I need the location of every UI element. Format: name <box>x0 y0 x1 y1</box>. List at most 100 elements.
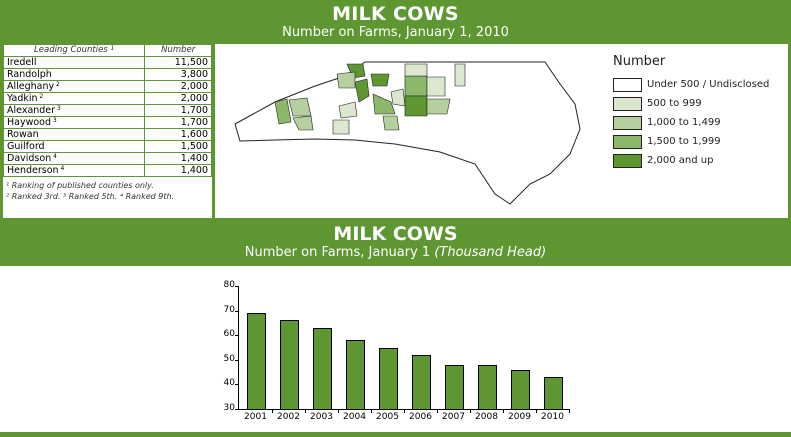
plot-area: 30 40 50 60 70 80 2001 2002 2003 2004 2005 2006 2007… <box>224 280 570 422</box>
county-number: 1,500 <box>144 140 212 153</box>
legend-item: 1,000 to 1,499 <box>613 113 769 132</box>
legend-label: Under 500 / Undisclosed <box>647 79 770 90</box>
y-tick-mark <box>235 409 239 410</box>
legend-swatch <box>613 115 642 130</box>
legend-title: Number <box>613 54 666 69</box>
county-number: 1,600 <box>144 128 212 141</box>
table-row: Haywood 3 1,700 <box>2 116 212 129</box>
nc-map-svg <box>234 61 581 205</box>
bar-2002 <box>280 320 299 409</box>
county-number: 1,700 <box>144 104 212 117</box>
bottom-bar <box>0 432 791 437</box>
legend-item: 500 to 999 <box>613 94 769 113</box>
x-tick-mark <box>305 409 306 413</box>
bar-2007 <box>445 364 464 409</box>
county-name: Rowan <box>2 128 146 141</box>
county-name: Haywood 3 <box>2 116 146 129</box>
county-name: Henderson 4 <box>2 164 146 177</box>
x-tick-mark <box>569 409 570 413</box>
x-tick-label: 2010 <box>541 412 564 422</box>
y-tick-mark <box>235 310 239 312</box>
legend-label: 2,000 and up <box>647 155 714 166</box>
county-name: Iredell <box>2 56 146 69</box>
bar-2005 <box>379 347 398 409</box>
y-tick-label: 30 <box>223 403 235 413</box>
legend-item: Under 500 / Undisclosed <box>613 75 769 94</box>
legend-swatch <box>613 153 642 168</box>
bar-2003 <box>313 327 332 409</box>
y-tick-mark <box>235 286 239 287</box>
top-header: MILK COWS Number on Farms, January 1, 20… <box>0 0 791 44</box>
legend-label: 1,000 to 1,499 <box>647 117 721 128</box>
table-row: Davidson 4 1,400 <box>2 152 212 165</box>
x-tick-label: 2004 <box>343 412 366 422</box>
x-tick-mark <box>371 409 372 413</box>
table-row: Henderson 4 1,400 <box>2 164 212 177</box>
bottom-title: MILK COWS <box>333 223 458 245</box>
x-tick-label: 2008 <box>475 412 498 422</box>
county-number: 2,000 <box>144 92 212 105</box>
y-tick-label: 80 <box>223 280 235 290</box>
x-tick-label: 2001 <box>244 412 267 422</box>
col-header-number: Number <box>144 44 212 57</box>
top-subtitle: Number on Farms, January 1, 2010 <box>282 25 509 40</box>
legend-swatch <box>613 134 642 149</box>
x-tick-mark <box>503 409 504 413</box>
bottom-subtitle: Number on Farms, January 1 (Thousand Hea… <box>244 245 547 260</box>
y-tick-label: 50 <box>223 353 235 364</box>
bar-chart: 30 40 50 60 70 80 2001 2002 2003 2004 2005 2006 2007… <box>0 266 791 432</box>
y-tick-label: 60 <box>223 329 235 340</box>
bar-2008 <box>478 364 497 409</box>
bar-2010 <box>544 377 563 409</box>
y-tick-label: 40 <box>223 378 235 389</box>
y-tick-label: 70 <box>223 304 235 315</box>
y-tick-mark <box>235 335 239 337</box>
bar-2009 <box>511 369 530 409</box>
county-panel: Leading Counties 1 Number Iredell 11,500 R… <box>0 44 791 220</box>
county-number: 11,500 <box>144 56 212 69</box>
county-number: 3,800 <box>144 68 212 81</box>
bar-2001 <box>247 313 266 409</box>
county-name: Alleghany 2 <box>2 80 146 93</box>
x-tick-mark <box>272 409 273 413</box>
table-row: Yadkin 2 2,000 <box>2 92 212 105</box>
table-footnotes: ¹ Ranking of published counties only. ² … <box>3 177 212 205</box>
x-tick-mark <box>536 409 537 413</box>
county-number: 1,400 <box>144 164 212 177</box>
table-row: Randolph 3,800 <box>2 68 212 81</box>
legend-item: 1,500 to 1,999 <box>613 132 769 151</box>
x-tick-mark <box>437 409 438 413</box>
footnote-1: ¹ Ranking of published counties only. <box>6 181 154 190</box>
county-number: 1,400 <box>144 152 212 165</box>
y-tick-mark <box>235 359 239 361</box>
county-number: 2,000 <box>144 80 212 93</box>
table-row: Alleghany 2 2,000 <box>2 80 212 93</box>
bottom-header: MILK COWS Number on Farms, January 1 (Th… <box>0 220 791 266</box>
x-tick-label: 2007 <box>442 412 465 422</box>
x-tick-mark <box>470 409 471 413</box>
leading-counties-table: Leading Counties 1 Number Iredell 11,500 R… <box>2 44 212 218</box>
x-tick-label: 2006 <box>409 412 432 422</box>
county-name: Randolph <box>2 68 146 81</box>
legend-item: 2,000 and up <box>613 151 769 170</box>
x-tick-label: 2005 <box>376 412 399 422</box>
top-title: MILK COWS <box>332 3 459 25</box>
nc-county-map: Number Under 500 / Undisclosed 500 to 999… <box>215 44 788 218</box>
bar-2004 <box>346 340 365 409</box>
county-number: 1,700 <box>144 116 212 129</box>
x-tick-mark <box>338 409 339 413</box>
county-name: Alexander 3 <box>2 104 146 117</box>
county-name: Yadkin 2 <box>2 92 146 105</box>
legend-label: 500 to 999 <box>647 98 702 109</box>
table-row: Rowan 1,600 <box>2 128 212 141</box>
county-name: Guilford <box>2 140 146 153</box>
table-row: Iredell 11,500 <box>2 56 212 69</box>
col-header-county: Leading Counties 1 <box>2 44 146 57</box>
legend-swatch <box>613 96 642 111</box>
x-tick-label: 2009 <box>508 412 531 422</box>
y-tick-mark <box>235 384 239 386</box>
x-tick-label: 2003 <box>310 412 333 422</box>
table-row: Guilford 1,500 <box>2 140 212 153</box>
footnote-2: ² Ranked 3rd. ³ Ranked 5th. ⁴ Ranked 9th… <box>6 192 175 201</box>
x-tick-label: 2002 <box>277 412 300 422</box>
